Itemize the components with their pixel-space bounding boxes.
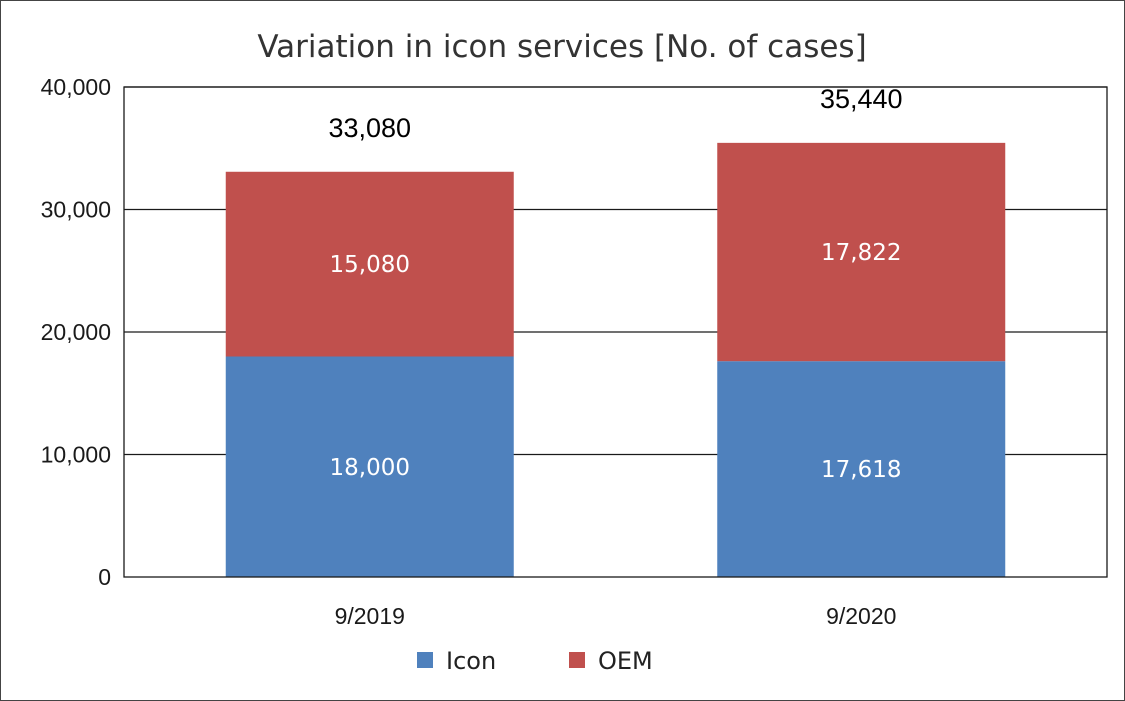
y-tick-label: 10,000 xyxy=(41,442,111,468)
x-category-label: 9/2020 xyxy=(826,603,896,629)
segment-value-label: 17,618 xyxy=(821,457,901,483)
bar-segment-icon xyxy=(225,356,514,577)
total-value-label: 35,440 xyxy=(820,84,903,114)
legend: Icon OEM xyxy=(417,647,653,675)
bar-segment-oem xyxy=(225,171,514,357)
y-tick-label: 30,000 xyxy=(41,197,111,223)
axes xyxy=(123,86,1108,578)
y-tick-label: 40,000 xyxy=(41,74,111,100)
y-tick-label: 20,000 xyxy=(41,319,111,345)
total-value-label: 33,080 xyxy=(328,113,411,143)
legend-label-oem: OEM xyxy=(598,647,653,675)
segment-value-label: 18,000 xyxy=(330,455,410,481)
legend-swatch-icon xyxy=(417,652,433,668)
segment-value-label: 15,080 xyxy=(330,252,410,278)
chart-title: Variation in icon services [No. of cases… xyxy=(257,29,866,65)
legend-label-icon: Icon xyxy=(446,647,496,675)
bars xyxy=(225,142,1006,577)
bar-segment-oem xyxy=(717,142,1006,362)
bar-segment-icon xyxy=(717,361,1006,577)
x-category-label: 9/2019 xyxy=(335,603,405,629)
segment-value-label: 17,822 xyxy=(821,240,901,266)
y-tick-label: 0 xyxy=(98,564,111,590)
plot-area-border xyxy=(123,86,1108,578)
legend-swatch-oem xyxy=(569,652,585,668)
labels: 0 10,000 20,000 30,000 40,000 18,000 15,080 33,… xyxy=(41,74,903,629)
